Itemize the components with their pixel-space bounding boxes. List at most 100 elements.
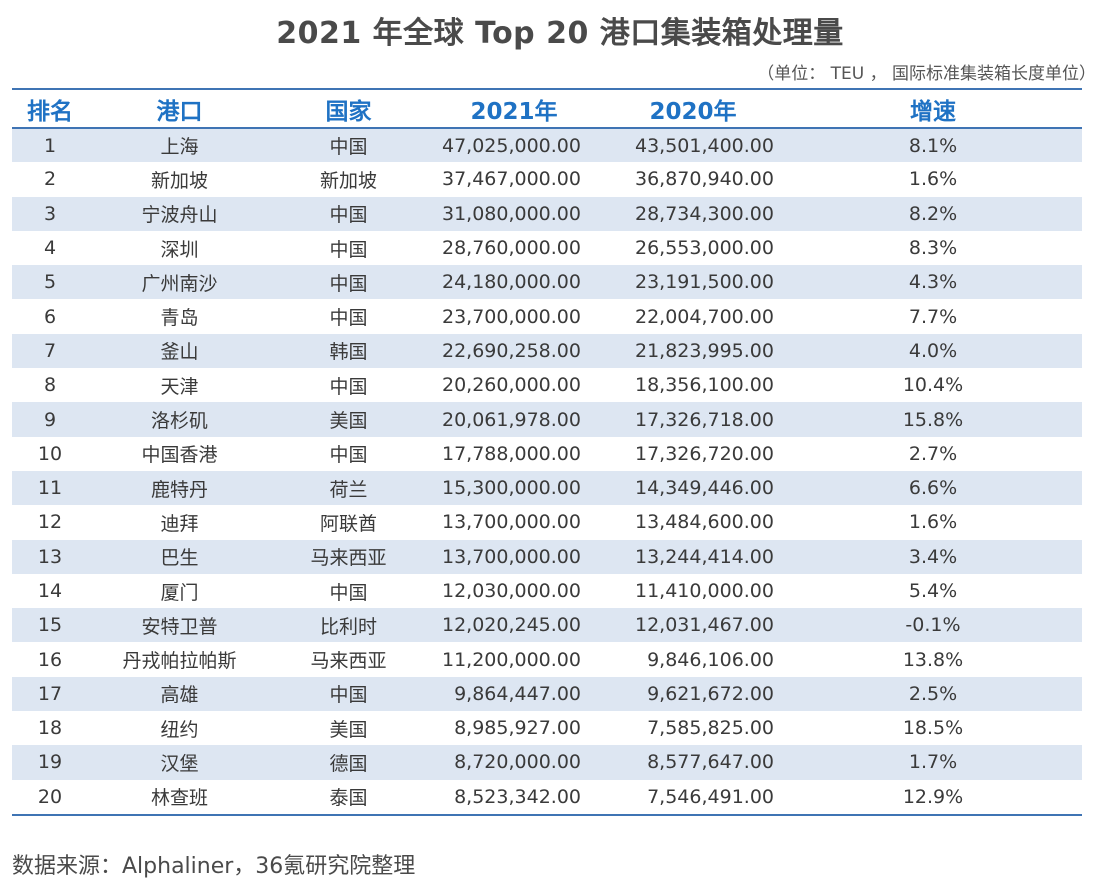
cell-port: 上海 (160, 136, 199, 159)
cell-2021: 12,030,000.00 (441, 580, 581, 602)
cell-rank: 10 (37, 442, 63, 465)
cell-country: 德国 (329, 752, 368, 775)
table-row: 15 安特卫普 比利时 12,020,245.00 12,031,467.00 -0.1% (12, 608, 1082, 643)
table-row: 13 巴生 马来西亚 13,700,000.00 13,244,414.00 3.4% (12, 539, 1082, 574)
cell-2021: 24,180,000.00 (441, 271, 581, 294)
table-row: 3 宁波舟山 中国 31,080,000.00 28,734,300.00 8.2% (12, 196, 1082, 231)
cell-growth: 1.6% (908, 511, 958, 534)
cell-port: 宁波舟山 (141, 204, 218, 227)
table-row: 17 高雄 中国 9,864,447.00 9,621,672.00 2.5% (12, 676, 1082, 712)
cell-port: 洛杉矶 (150, 410, 208, 433)
cell-growth: 6.6% (908, 477, 958, 500)
table-row: 1 上海 中国 47,025,000.00 43,501,400.00 8.1% (12, 128, 1082, 163)
cell-growth: 15.8% (902, 408, 964, 431)
cell-port: 纽约 (160, 718, 199, 741)
cell-country: 马来西亚 (310, 650, 387, 673)
cell-country: 中国 (329, 684, 368, 707)
cell-port: 林查班 (150, 787, 208, 810)
cell-growth: 4.3% (908, 271, 958, 294)
cell-rank: 12 (37, 511, 63, 534)
column-header-country: 国家 (325, 98, 372, 125)
cell-rank: 14 (37, 580, 63, 602)
data-table-container: 排名 港口 国家 2021年 2020年 增速 1 上海 中国 47,025,000.… (12, 88, 1082, 816)
table-row: 4 深圳 中国 28,760,000.00 26,553,000.00 8.3% (12, 230, 1082, 266)
cell-2020: 23,191,500.00 (634, 271, 774, 294)
cell-growth: 8.3% (908, 237, 958, 260)
cell-country: 中国 (329, 307, 368, 330)
cell-2021: 17,788,000.00 (441, 442, 581, 465)
cell-country: 美国 (329, 718, 368, 741)
cell-2021: 28,760,000.00 (441, 237, 581, 260)
cell-growth: 8.2% (908, 202, 958, 225)
page-title: 2021 年全球 Top 20 港口集装箱处理量 (276, 16, 844, 51)
table-row: 20 林查班 泰国 8,523,342.00 7,546,491.00 12.9% (12, 779, 1082, 814)
cell-port: 迪拜 (160, 512, 199, 535)
cell-2021: 20,260,000.00 (441, 374, 581, 397)
cell-2020: 17,326,718.00 (634, 408, 774, 431)
column-header-2021: 2021年 (470, 98, 558, 125)
cell-port: 巴生 (160, 547, 199, 570)
cell-port: 高雄 (160, 684, 199, 707)
cell-country: 中国 (329, 444, 368, 467)
cell-2020: 7,585,825.00 (647, 717, 774, 740)
cell-rank: 17 (37, 682, 63, 705)
cell-growth: 18.5% (902, 717, 964, 740)
cell-growth: 7.7% (908, 305, 958, 328)
cell-2021: 31,080,000.00 (441, 202, 581, 225)
column-header-rank: 排名 (27, 98, 73, 125)
cell-rank: 3 (43, 202, 57, 225)
cell-port: 鹿特丹 (150, 478, 208, 501)
cell-2020: 13,244,414.00 (634, 545, 774, 568)
cell-2020: 26,553,000.00 (634, 237, 774, 260)
cell-2020: 9,621,672.00 (647, 682, 774, 705)
table-body: 1 上海 中国 47,025,000.00 43,501,400.00 8.1% 2 新加坡新… (12, 128, 1082, 814)
cell-growth: 2.7% (908, 442, 958, 465)
cell-2020: 22,004,700.00 (634, 305, 774, 328)
cell-port: 广州南沙 (141, 272, 218, 295)
cell-rank: 16 (37, 648, 63, 671)
cell-growth: 1.6% (908, 168, 958, 191)
cell-growth: 10.4% (902, 374, 964, 397)
cell-2020: 14,349,446.00 (634, 477, 774, 500)
cell-port: 新加坡 (150, 169, 208, 192)
cell-country: 阿联酋 (319, 512, 377, 535)
port-ranking-table: 排名 港口 国家 2021年 2020年 增速 1 上海 中国 47,025,000.… (12, 90, 1082, 814)
cell-port: 天津 (160, 375, 199, 398)
cell-2021: 47,025,000.00 (441, 134, 581, 157)
cell-2020: 13,484,600.00 (634, 511, 774, 534)
cell-rank: 8 (43, 374, 57, 397)
cell-2021: 12,020,245.00 (441, 614, 581, 637)
cell-2021: 13,700,000.00 (441, 511, 581, 534)
cell-country: 中国 (329, 204, 368, 227)
table-row: 16 丹戎帕拉帕斯 马来西亚 11,200,000.00 9,846,106.00 13.… (12, 642, 1082, 677)
cell-rank: 11 (37, 477, 63, 500)
cell-country: 马来西亚 (310, 547, 387, 570)
cell-2020: 8,577,647.00 (647, 751, 774, 774)
cell-2021: 8,523,342.00 (454, 785, 581, 808)
cell-2020: 36,870,940.00 (634, 168, 774, 191)
cell-2020: 9,846,106.00 (647, 648, 774, 671)
table-row: 7 釜山 韩国 22,690,258.00 21,823,995.00 4.0% (12, 333, 1082, 369)
table-row: 12 迪拜 阿联酋 13,700,000.00 13,484,600.00 1.6% (12, 505, 1082, 540)
header-row: 排名 港口 国家 2021年 2020年 增速 (12, 90, 1082, 128)
cell-rank: 20 (37, 785, 63, 808)
cell-2021: 8,985,927.00 (454, 717, 581, 740)
table-row: 11 鹿特丹 荷兰 15,300,000.00 14,349,446.00 6.6% (12, 470, 1082, 506)
table-row: 6 青岛 中国 23,700,000.00 22,004,700.00 7.7% (12, 299, 1082, 334)
cell-2020: 12,031,467.00 (634, 614, 774, 637)
cell-2021: 37,467,000.00 (441, 168, 581, 191)
column-header-growth: 增速 (910, 98, 956, 125)
cell-2021: 23,700,000.00 (441, 305, 581, 328)
cell-growth: -0.1% (905, 614, 961, 637)
cell-2021: 8,720,000.00 (454, 751, 581, 774)
cell-rank: 7 (43, 339, 57, 362)
cell-2020: 43,501,400.00 (634, 134, 774, 157)
cell-2020: 21,823,995.00 (634, 339, 774, 362)
table-row: 19 汉堡 德国 8,720,000.00 8,577,647.00 1.7% (12, 745, 1082, 780)
cell-growth: 2.5% (908, 682, 958, 705)
cell-rank: 9 (43, 408, 57, 431)
cell-country: 中国 (329, 238, 368, 261)
cell-2020: 18,356,100.00 (634, 374, 774, 397)
cell-country: 泰国 (329, 787, 368, 810)
cell-2020: 11,410,000.00 (634, 580, 774, 602)
